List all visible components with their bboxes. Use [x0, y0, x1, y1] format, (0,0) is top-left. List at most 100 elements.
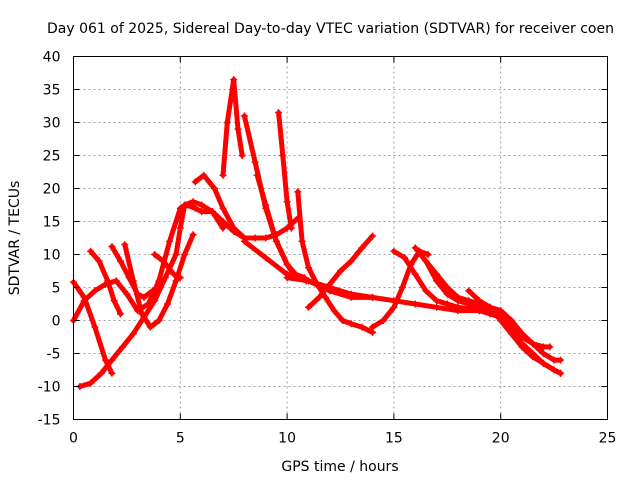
y-axis-label: SDTVAR / TECUs	[7, 181, 23, 296]
y-tick-label: 25	[43, 149, 61, 165]
series-line	[220, 77, 245, 178]
series-trace-6	[121, 231, 197, 331]
data-point	[170, 270, 178, 278]
series-trace-23	[486, 303, 565, 377]
data-point	[262, 201, 270, 209]
y-tick-label: 15	[43, 215, 61, 231]
data-point	[304, 264, 312, 272]
data-point	[172, 251, 180, 258]
series-trace-12	[275, 109, 295, 232]
data-point	[176, 274, 184, 282]
data-point	[110, 297, 118, 305]
data-point	[557, 369, 565, 377]
data-point	[262, 254, 270, 262]
data-point	[181, 201, 189, 209]
data-point	[198, 201, 206, 209]
data-point	[234, 125, 242, 133]
data-point	[191, 204, 199, 212]
data-point	[390, 303, 398, 311]
data-point	[230, 76, 238, 84]
series-line	[466, 288, 563, 376]
y-tick-label: -5	[47, 347, 61, 363]
data-point	[443, 290, 451, 298]
data-point	[529, 353, 537, 361]
data-point	[87, 379, 95, 387]
plot-frame	[73, 56, 608, 420]
series-trace-7	[151, 251, 184, 282]
data-point	[546, 343, 554, 351]
data-point	[369, 293, 377, 301]
data-point	[315, 293, 323, 301]
data-point	[283, 274, 291, 282]
y-tick-label: 0	[52, 314, 61, 330]
data-point	[497, 317, 505, 324]
data-point	[80, 297, 88, 305]
data-point	[550, 366, 558, 374]
data-point	[219, 204, 227, 212]
data-point	[358, 244, 366, 252]
data-point	[411, 244, 419, 252]
series-line	[487, 304, 563, 376]
data-point	[210, 185, 218, 192]
data-point	[140, 293, 148, 301]
data-point	[151, 251, 159, 258]
data-point	[161, 274, 169, 282]
data-point	[330, 307, 338, 315]
data-point	[155, 317, 163, 324]
x-tick-label: 0	[69, 431, 78, 447]
data-point	[102, 356, 110, 364]
data-point	[219, 224, 227, 232]
data-point	[539, 343, 547, 351]
chart-title: Day 061 of 2025, Sidereal Day-to-day VTE…	[47, 21, 614, 37]
series-line	[370, 248, 431, 330]
y-tick-label: 35	[43, 83, 61, 99]
data-point	[121, 241, 129, 249]
data-point	[116, 257, 124, 265]
series-trace-4	[87, 247, 124, 318]
data-point	[112, 277, 120, 285]
data-point	[272, 237, 280, 245]
data-point	[176, 224, 184, 232]
data-point	[358, 323, 366, 331]
data-point	[219, 218, 227, 225]
data-point	[151, 297, 159, 305]
series-trace-18	[390, 247, 505, 321]
data-point	[379, 317, 387, 324]
series-line	[192, 172, 301, 241]
data-point	[443, 300, 451, 308]
data-point	[557, 356, 565, 364]
data-point	[433, 270, 441, 278]
y-tick-label: -15	[38, 413, 61, 429]
data-point	[97, 369, 105, 377]
data-point	[189, 231, 197, 239]
data-point	[304, 303, 312, 311]
x-tick-label: 20	[492, 431, 510, 447]
data-point	[422, 257, 430, 265]
data-point	[539, 359, 547, 367]
data-point	[172, 277, 180, 285]
data-point	[497, 307, 505, 315]
grid-lines	[73, 56, 608, 420]
data-point	[486, 303, 494, 311]
data-point	[91, 287, 99, 295]
data-point	[253, 171, 261, 179]
data-point	[465, 297, 473, 305]
x-tick-labels: 0 5 10 15 20 25	[69, 431, 616, 447]
series-trace-9	[219, 76, 246, 179]
data-point	[189, 198, 197, 206]
data-point	[251, 234, 259, 242]
data-point	[347, 320, 355, 328]
data-point	[275, 109, 283, 117]
data-point	[163, 300, 171, 308]
data-point	[166, 237, 174, 245]
data-point	[529, 340, 537, 348]
series-line	[152, 252, 183, 281]
data-point	[129, 330, 137, 338]
data-point	[424, 251, 432, 258]
data-point	[95, 257, 103, 265]
data-point	[191, 178, 199, 186]
data-point	[138, 310, 146, 318]
data-point	[279, 152, 287, 159]
data-point	[294, 188, 302, 196]
